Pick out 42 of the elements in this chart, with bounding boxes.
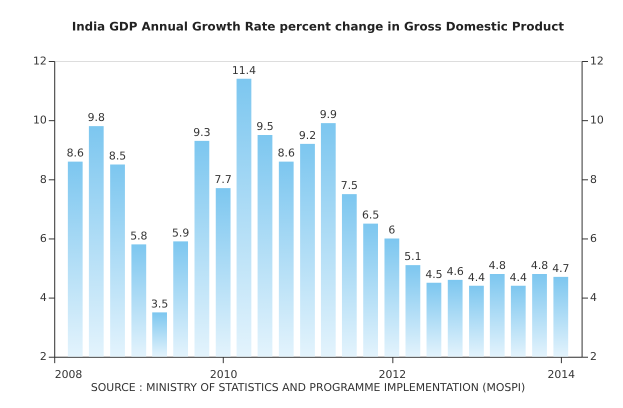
data-label: 7.5 bbox=[340, 179, 358, 192]
y2-tick-label: 12 bbox=[590, 54, 604, 68]
data-label: 5.1 bbox=[404, 250, 422, 264]
data-label: 5.9 bbox=[172, 226, 190, 240]
y2-tick-label: 10 bbox=[590, 114, 604, 127]
data-label: 4.8 bbox=[488, 259, 506, 272]
x-tick-label: 2014 bbox=[548, 368, 576, 381]
data-label: 9.2 bbox=[298, 128, 316, 142]
y-tick-label: 10 bbox=[33, 114, 47, 127]
y-tick-label: 4 bbox=[40, 291, 47, 304]
data-label: 9.5 bbox=[256, 120, 274, 134]
y2-tick-label: 6 bbox=[590, 232, 597, 245]
data-label: 9.9 bbox=[320, 108, 338, 122]
x-tick-label: 2012 bbox=[378, 368, 406, 381]
y2-tick-label: 2 bbox=[590, 350, 597, 364]
data-label: 4.6 bbox=[446, 264, 464, 278]
data-label: 4.5 bbox=[425, 268, 443, 281]
y2-tick-label: 4 bbox=[590, 291, 597, 304]
y2-tick-label: 8 bbox=[590, 172, 597, 186]
data-label: 3.5 bbox=[150, 297, 168, 310]
chart-title: India GDP Annual Growth Rate percent change in Gross Domestic Product bbox=[72, 19, 564, 34]
data-label: 7.7 bbox=[214, 173, 232, 186]
data-label: 8.5 bbox=[108, 150, 126, 163]
data-label: 9.3 bbox=[193, 126, 211, 139]
x-tick-label: 2008 bbox=[54, 368, 82, 381]
y-tick-label: 12 bbox=[33, 54, 47, 68]
data-label: 4.7 bbox=[552, 262, 570, 275]
y-tick-label: 2 bbox=[40, 350, 47, 364]
data-label: 4.4 bbox=[510, 270, 527, 284]
data-label: 9.8 bbox=[88, 111, 105, 124]
data-label: 8.6 bbox=[66, 146, 84, 160]
y-tick-label: 8 bbox=[40, 172, 47, 186]
data-label: 4.4 bbox=[468, 270, 486, 284]
data-label: 4.8 bbox=[530, 259, 548, 272]
x-tick-label: 2010 bbox=[210, 368, 238, 381]
data-label: 5.8 bbox=[130, 229, 148, 242]
source-note: SOURCE : MINISTRY OF STATISTICS AND PROGRAMME IMPLEMENTATION (MOSPI) bbox=[90, 381, 526, 394]
data-label: 6.5 bbox=[362, 208, 380, 222]
y-tick-label: 6 bbox=[40, 232, 47, 245]
data-label: 11.4 bbox=[232, 64, 256, 77]
data-label: 6 bbox=[388, 224, 396, 237]
data-label: 8.6 bbox=[278, 146, 295, 160]
